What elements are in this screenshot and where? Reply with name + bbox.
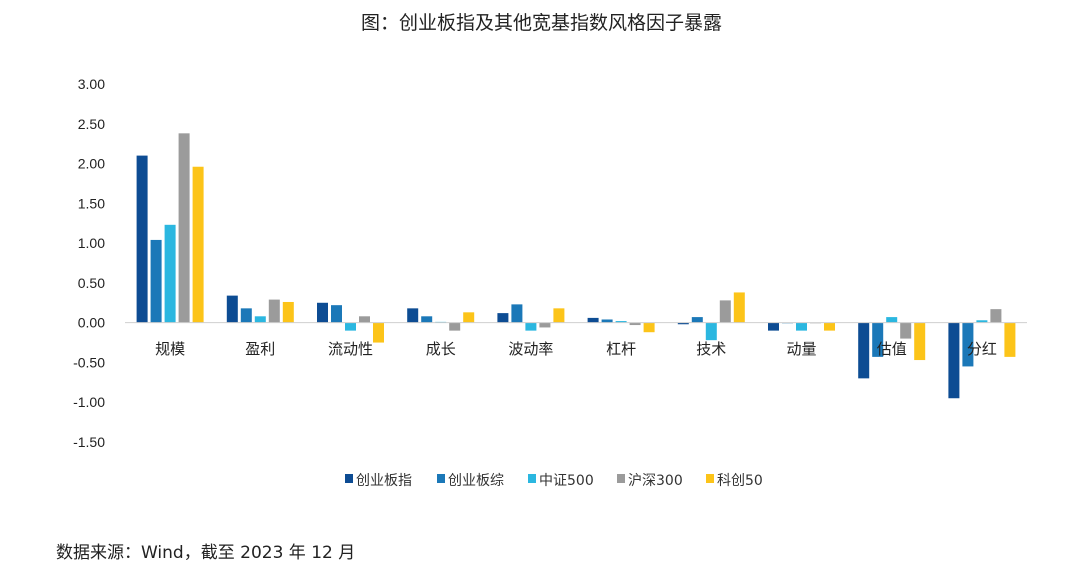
y-tick-label: 2.50 <box>78 116 105 132</box>
source-note: 数据来源：Wind，截至 2023 年 12 月 <box>56 543 356 563</box>
y-tick-label: -0.50 <box>73 354 105 370</box>
bar-3-4 <box>463 312 475 323</box>
category-labels: 规模 盈利 流动性 成长 波动率 杠杆 技术 动量 估值 分红 <box>155 340 997 358</box>
category-label: 杠杆 <box>606 340 636 358</box>
bar-3-1 <box>421 316 433 323</box>
bar-8-4 <box>914 322 926 361</box>
bar-1-0 <box>226 295 238 323</box>
bar-5-3 <box>629 322 641 326</box>
bar-5-2 <box>615 321 627 323</box>
category-label: 分红 <box>967 340 997 358</box>
y-tick-label: -1.00 <box>73 394 105 410</box>
y-axis-ticks: 3.00 2.50 2.00 1.50 1.00 0.50 0.00 -0.50 -1.00 -1… <box>73 76 105 450</box>
bar-9-4 <box>1004 322 1016 357</box>
y-tick-label: 0.50 <box>78 275 105 291</box>
category-label: 成长 <box>426 340 456 358</box>
bar-6-0 <box>677 322 689 325</box>
bar-0-1 <box>150 239 162 323</box>
category-label: 盈利 <box>245 340 275 358</box>
legend-label: 沪深300 <box>628 473 683 489</box>
bar-3-3 <box>449 322 461 331</box>
y-tick-label: 0.00 <box>78 315 105 331</box>
bars-group <box>136 133 1016 399</box>
category-label: 流动性 <box>328 340 373 358</box>
bar-0-2 <box>164 224 176 323</box>
bar-8-3 <box>900 322 912 339</box>
legend: 创业板指 创业板综 中证500 沪深300 科创50 <box>345 473 763 489</box>
bar-3-0 <box>407 308 419 323</box>
y-tick-label: 1.50 <box>78 195 105 211</box>
bar-8-0 <box>858 322 870 379</box>
bar-2-1 <box>331 305 342 323</box>
bar-4-4 <box>553 308 565 323</box>
bar-9-1 <box>962 322 974 367</box>
bar-1-2 <box>254 316 266 323</box>
category-label: 技术 <box>696 340 726 358</box>
y-tick-label: 3.00 <box>78 76 105 92</box>
bar-0-0 <box>136 155 148 323</box>
bar-4-2 <box>525 322 537 331</box>
y-tick-label: 1.00 <box>78 235 105 251</box>
legend-swatch <box>345 474 353 483</box>
legend-label: 中证500 <box>539 473 594 489</box>
bar-4-0 <box>497 313 509 323</box>
bar-2-2 <box>345 322 356 331</box>
category-label: 动量 <box>786 340 816 358</box>
bar-6-1 <box>691 317 703 323</box>
bar-6-4 <box>733 292 745 323</box>
bar-2-3 <box>359 316 370 323</box>
legend-swatch <box>617 474 625 483</box>
bar-9-2 <box>976 320 988 323</box>
bar-5-1 <box>601 319 613 323</box>
legend-swatch <box>437 474 445 483</box>
bar-4-3 <box>539 322 551 328</box>
legend-label: 科创50 <box>717 473 763 489</box>
bar-5-0 <box>587 317 599 323</box>
bar-1-4 <box>282 301 294 323</box>
bar-7-0 <box>768 322 779 331</box>
bar-2-0 <box>317 302 328 323</box>
bar-1-3 <box>268 299 280 323</box>
bar-9-3 <box>990 309 1002 323</box>
bar-8-1 <box>872 322 884 357</box>
bar-4-1 <box>511 304 523 323</box>
bar-6-3 <box>719 300 731 323</box>
bar-8-2 <box>886 317 898 323</box>
bar-0-4 <box>192 166 204 323</box>
bar-2-4 <box>373 322 384 343</box>
legend-swatch <box>706 474 714 483</box>
bar-5-4 <box>643 322 655 333</box>
chart-title: 图：创业板指及其他宽基指数风格因子暴露 <box>360 12 722 34</box>
y-tick-label: -1.50 <box>73 434 105 450</box>
category-label: 规模 <box>155 340 185 358</box>
y-tick-label: 2.00 <box>78 156 105 172</box>
bar-1-1 <box>240 308 252 323</box>
legend-swatch <box>528 474 536 483</box>
bar-9-0 <box>948 322 960 399</box>
bar-6-2 <box>705 322 717 341</box>
legend-label: 创业板综 <box>448 473 504 489</box>
category-label: 波动率 <box>508 340 553 358</box>
bar-7-2 <box>796 322 807 331</box>
bar-7-4 <box>824 322 835 331</box>
category-label: 估值 <box>877 340 907 358</box>
bar-0-3 <box>178 133 190 323</box>
legend-label: 创业板指 <box>356 473 412 489</box>
